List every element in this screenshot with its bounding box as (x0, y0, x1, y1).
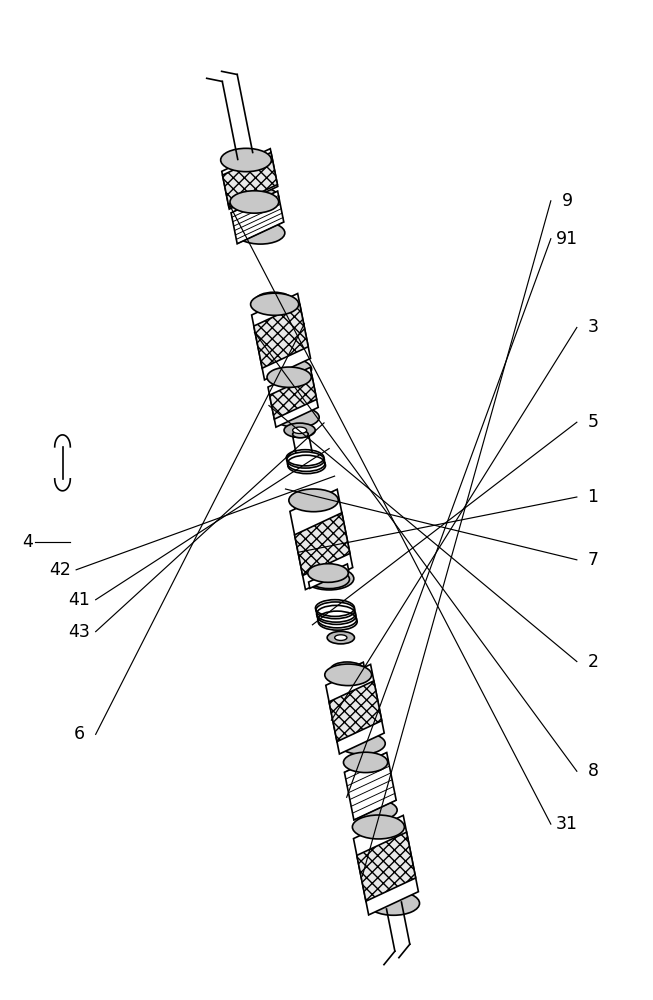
Ellipse shape (251, 293, 298, 315)
Polygon shape (270, 375, 317, 419)
Ellipse shape (263, 358, 311, 380)
Text: 5: 5 (588, 413, 599, 431)
Ellipse shape (230, 191, 279, 213)
Ellipse shape (293, 427, 307, 434)
Ellipse shape (304, 567, 354, 590)
Text: 2: 2 (588, 653, 599, 671)
Ellipse shape (353, 815, 404, 839)
Ellipse shape (317, 608, 356, 624)
Polygon shape (251, 294, 311, 380)
Text: 8: 8 (588, 762, 599, 780)
Polygon shape (223, 152, 278, 207)
Ellipse shape (284, 423, 315, 437)
Polygon shape (344, 753, 396, 820)
Ellipse shape (288, 457, 325, 474)
Ellipse shape (316, 602, 355, 619)
Ellipse shape (332, 667, 365, 683)
Text: 1: 1 (588, 488, 599, 506)
Ellipse shape (275, 407, 319, 427)
Ellipse shape (293, 431, 308, 438)
Ellipse shape (228, 186, 279, 209)
Ellipse shape (221, 148, 272, 172)
Polygon shape (329, 681, 382, 742)
Ellipse shape (308, 564, 348, 582)
Polygon shape (353, 815, 419, 915)
Ellipse shape (318, 613, 357, 630)
Ellipse shape (330, 662, 364, 677)
Ellipse shape (287, 452, 325, 468)
Text: 9: 9 (562, 192, 573, 210)
Text: 6: 6 (74, 725, 85, 743)
Text: 91: 91 (556, 230, 578, 248)
Polygon shape (295, 513, 350, 576)
Text: 4: 4 (22, 533, 33, 551)
Text: 41: 41 (69, 591, 90, 609)
Text: 3: 3 (588, 318, 599, 336)
Text: 7: 7 (588, 551, 599, 569)
Polygon shape (290, 489, 353, 590)
Ellipse shape (289, 489, 338, 512)
Ellipse shape (353, 800, 397, 820)
Polygon shape (309, 564, 349, 588)
Polygon shape (295, 492, 334, 517)
Polygon shape (268, 367, 318, 427)
Ellipse shape (267, 367, 311, 387)
Polygon shape (222, 149, 278, 209)
Ellipse shape (343, 752, 388, 773)
Text: 43: 43 (69, 623, 90, 641)
Ellipse shape (325, 664, 372, 686)
Ellipse shape (327, 631, 355, 644)
Polygon shape (254, 305, 308, 368)
Text: 31: 31 (556, 815, 578, 833)
Polygon shape (331, 662, 364, 683)
Ellipse shape (300, 465, 315, 472)
Polygon shape (293, 431, 315, 472)
Polygon shape (357, 832, 416, 901)
Ellipse shape (309, 570, 349, 589)
Ellipse shape (368, 891, 419, 915)
Ellipse shape (295, 498, 335, 517)
Ellipse shape (294, 492, 334, 511)
Ellipse shape (236, 222, 285, 244)
Ellipse shape (334, 635, 347, 640)
Ellipse shape (256, 292, 292, 308)
Text: 42: 42 (49, 561, 71, 579)
Ellipse shape (338, 733, 385, 754)
Polygon shape (231, 191, 284, 244)
Polygon shape (326, 664, 384, 754)
